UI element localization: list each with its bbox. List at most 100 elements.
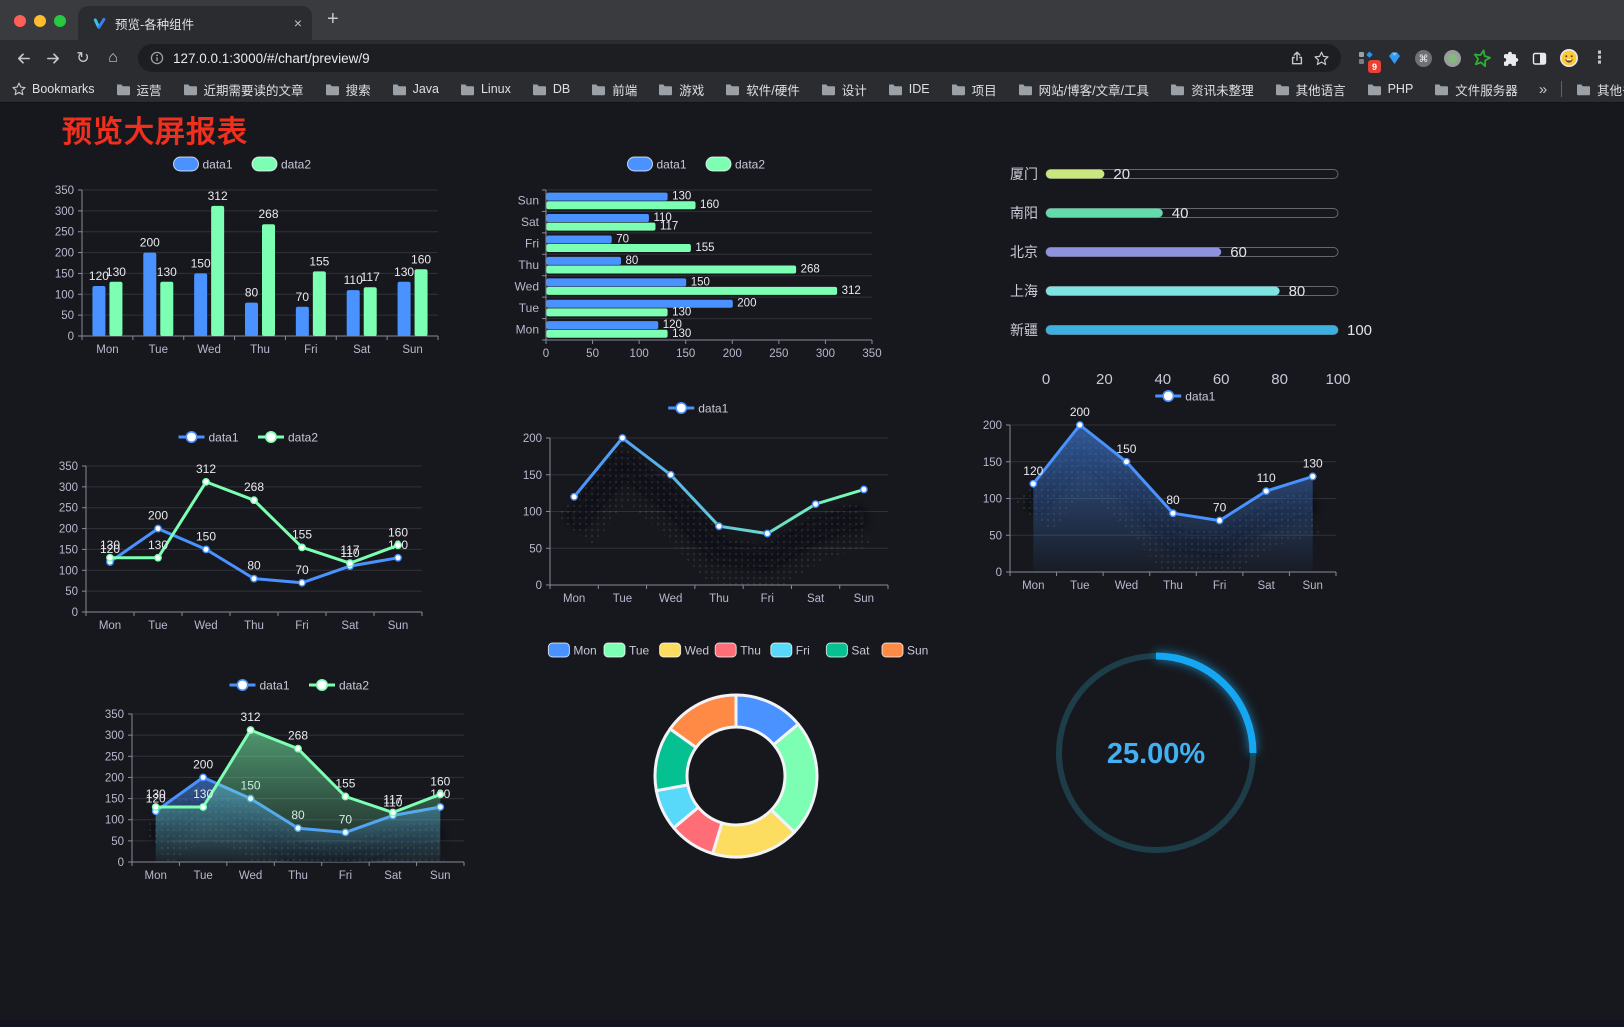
svg-text:160: 160 (700, 199, 719, 211)
bookmarks-overflow-chevron[interactable]: » (1538, 80, 1548, 98)
svg-text:110: 110 (344, 273, 363, 287)
share-icon[interactable] (1289, 50, 1305, 66)
legend[interactable]: data1 (668, 401, 729, 415)
legend[interactable]: Mon Tue Wed Thu Fri Sat Sun (547, 642, 928, 658)
tab-favicon (93, 17, 106, 29)
bookmark-item[interactable]: 设计 (821, 80, 867, 99)
svg-text:200: 200 (983, 420, 1002, 432)
svg-text:130: 130 (672, 328, 691, 340)
tab-close-icon[interactable]: × (293, 15, 302, 31)
back-button[interactable] (10, 45, 36, 71)
bookmarks-manager-item[interactable]: Bookmarks (12, 82, 95, 96)
minimize-window-button[interactable] (34, 15, 46, 27)
svg-text:Wed: Wed (239, 870, 262, 882)
svg-text:data1: data1 (698, 401, 728, 415)
svg-text:50: 50 (989, 530, 1002, 542)
other-bookmarks-folder[interactable]: 其他书签 (1576, 80, 1624, 99)
legend[interactable]: data1 data2 (173, 156, 312, 172)
svg-text:上海: 上海 (1010, 283, 1038, 299)
bookmark-item[interactable]: Linux (460, 82, 511, 96)
extension-grid-icon[interactable]: 9 (1353, 45, 1381, 73)
zoom-window-button[interactable] (54, 15, 66, 27)
svg-text:20: 20 (1096, 371, 1113, 384)
bookmark-item[interactable]: 项目 (951, 80, 997, 99)
svg-text:Tue: Tue (629, 643, 650, 657)
bookmark-item[interactable]: 文件服务器 (1434, 80, 1518, 99)
pie-slice-Sun[interactable] (668, 693, 738, 749)
svg-text:155: 155 (292, 527, 312, 541)
svg-text:80: 80 (1166, 493, 1180, 507)
folder-icon (951, 84, 965, 95)
series-data1: 120 200 150 80 70 110 130 (1015, 405, 1323, 572)
svg-text:200: 200 (140, 236, 160, 250)
svg-text:0: 0 (1042, 371, 1050, 384)
bookmark-item[interactable]: DB (532, 82, 570, 96)
other-bookmarks-label: 其他书签 (1597, 83, 1624, 98)
site-info-icon[interactable] (150, 51, 164, 65)
bookmark-item[interactable]: 近期需要读的文章 (183, 80, 304, 99)
svg-text:200: 200 (55, 248, 74, 260)
bar-canvas: 0 50 100 150 200 250 300 350 Mon Tue Wed Thu Fri Sat S… (55, 156, 439, 356)
url-text[interactable]: 127.0.0.1:3000/#/chart/preview/9 (173, 50, 370, 66)
address-bar[interactable]: 127.0.0.1:3000/#/chart/preview/9 (138, 44, 1341, 72)
donut-canvas: Mon Tue Wed Thu Fri Sat Sun (547, 642, 928, 859)
svg-text:70: 70 (616, 233, 629, 245)
extension-command-icon[interactable]: ⌘ (1411, 45, 1436, 71)
svg-text:0: 0 (543, 348, 549, 360)
svg-text:130: 130 (157, 265, 177, 279)
legend[interactable]: data1 data2 (178, 430, 319, 444)
bookmark-item[interactable]: 搜索 (325, 80, 371, 99)
bookmarks-bar: Bookmarks 运营 近期需要读的文章 搜索 Java Linux DB 前端 游戏 软件/… (0, 76, 1624, 103)
bookmark-item[interactable]: Java (392, 82, 439, 96)
bookmark-item[interactable]: 网站/博客/文章/工具 (1018, 80, 1149, 99)
extension-star-icon[interactable] (1469, 45, 1494, 71)
hbar-canvas: 0 50 100 150 200 250 300 350 Sun Sat Fri Thu Wed Tue M… (515, 156, 882, 360)
folder-icon (1577, 84, 1591, 95)
bookmark-item[interactable]: 资讯未整理 (1170, 80, 1254, 99)
svg-text:155: 155 (695, 242, 714, 254)
svg-text:南阳: 南阳 (1010, 205, 1038, 221)
reload-button[interactable]: ↻ (76, 50, 90, 67)
new-tab-button[interactable]: + (327, 8, 339, 30)
chart-gauge: 25.00% (1040, 628, 1280, 888)
svg-text:Mon: Mon (99, 620, 121, 632)
bookmark-item[interactable]: 运营 (116, 80, 162, 99)
extension-sidebar-icon[interactable] (1527, 45, 1552, 71)
svg-text:200: 200 (105, 772, 124, 784)
svg-text:130: 130 (672, 191, 691, 203)
svg-text:Fri: Fri (304, 344, 317, 356)
folder-icon (1018, 84, 1032, 95)
bookmark-item[interactable]: 其他语言 (1275, 80, 1346, 99)
svg-text:Sat: Sat (807, 593, 825, 605)
svg-text:117: 117 (361, 270, 380, 284)
extensions-puzzle-icon[interactable] (1498, 45, 1523, 71)
svg-text:130: 130 (148, 538, 168, 552)
bookmark-item[interactable]: IDE (888, 82, 930, 96)
home-button[interactable]: ⌂ (108, 49, 118, 66)
svg-text:Mon: Mon (563, 593, 585, 605)
progress-bars: 厦门 20 南阳 40 北京 60 上海 80 新疆 100 0 20 40 60 80 100 (1010, 166, 1372, 384)
svg-text:Sun: Sun (907, 643, 928, 657)
browser-tab[interactable]: 预览-各种组件 × (78, 6, 312, 40)
bookmark-item[interactable]: PHP (1367, 82, 1413, 96)
svg-text:117: 117 (660, 221, 678, 233)
svg-text:Tue: Tue (149, 344, 168, 356)
extension-record-icon[interactable] (1440, 45, 1465, 71)
legend[interactable]: data1 data2 (229, 678, 370, 692)
svg-text:160: 160 (411, 252, 431, 266)
svg-text:312: 312 (241, 710, 261, 724)
extension-gem-icon[interactable] (1382, 45, 1407, 71)
svg-text:200: 200 (59, 524, 78, 536)
close-window-button[interactable] (14, 15, 26, 27)
forward-button[interactable] (40, 45, 66, 71)
bookmark-item[interactable]: 前端 (591, 80, 637, 99)
bookmark-star-icon[interactable] (1314, 51, 1329, 66)
svg-text:data2: data2 (288, 430, 318, 444)
extension-emoji-icon[interactable] (1556, 45, 1581, 71)
browser-menu-icon[interactable]: ⋮ (1591, 48, 1608, 67)
svg-text:350: 350 (105, 709, 124, 721)
legend[interactable]: data1 (1155, 389, 1216, 403)
bookmark-item[interactable]: 软件/硬件 (725, 80, 800, 99)
legend[interactable]: data1 data2 (627, 156, 766, 172)
bookmark-item[interactable]: 游戏 (658, 80, 704, 99)
